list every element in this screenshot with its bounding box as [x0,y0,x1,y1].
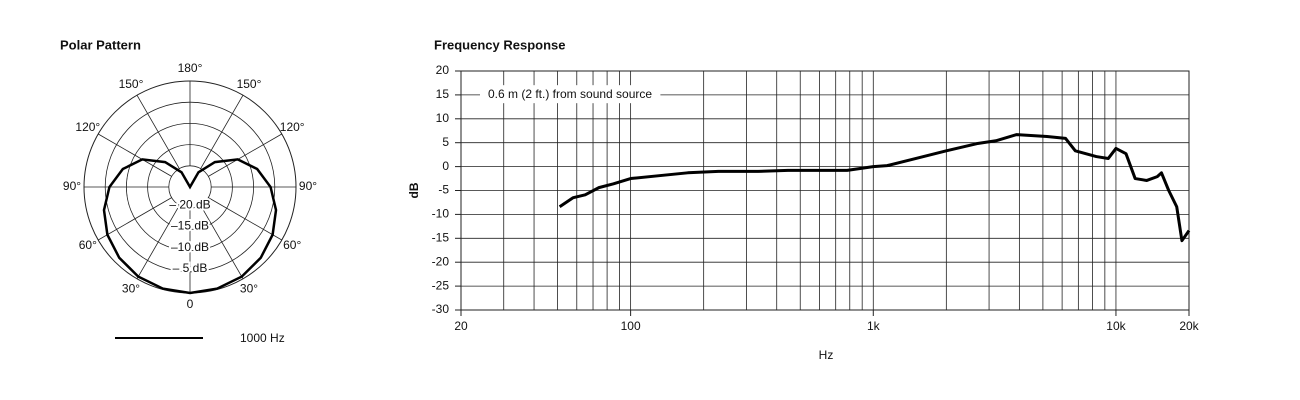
y-tick-label: -30 [432,302,450,316]
angle-label: 150° [119,77,144,91]
grid-spoke [136,205,180,279]
grid-spoke [98,133,172,177]
y-tick-label: -25 [432,278,450,292]
line [558,133,1191,243]
y-tick-label: 0 [442,159,449,173]
chart-title: Frequency Response [434,37,566,52]
angle-label: 150° [237,77,262,91]
r-tick-label: –10 dB [171,240,209,254]
angle-label: 60° [79,238,97,252]
angle-label: 180° [178,61,203,75]
y-tick-label: -15 [432,230,450,244]
y-tick-label: 5 [442,135,449,149]
angle-label: 120° [75,120,100,134]
plot-frame [460,70,1190,311]
y-tick-label: -20 [432,254,450,268]
annotation-bg [480,85,661,104]
grid-spoke [136,95,180,169]
x-tick-label: 1k [867,319,881,333]
grid-spoke [208,133,282,177]
x-axis-label: Hz [819,348,834,362]
y-tick-label: -5 [438,183,449,197]
grid-spoke [200,205,244,279]
x-tick-label: 100 [621,319,641,333]
x-tick-label: 10k [1106,319,1126,333]
y-tick-label: 10 [436,111,450,125]
grid-spoke [208,197,282,241]
y-tick-label: 20 [436,63,450,77]
annotation: 0.6 m (2 ft.) from sound source [488,87,652,101]
angle-label: 30° [240,281,258,295]
y-axis-label: dB [407,182,421,198]
grid-spoke [200,95,244,169]
x-tick-label: 20k [1179,319,1199,333]
angle-label: 60° [283,238,301,252]
angle-label: 90° [299,179,317,193]
polar-line [102,158,278,295]
legend-label: 1000 Hz [240,331,285,345]
chart-title: Polar Pattern [60,37,141,52]
angle-label: 90° [63,179,81,193]
x-tick-label: 20 [454,319,468,333]
r-tick-label: – 5 dB [173,261,208,275]
angle-label: 120° [280,120,305,134]
r-tick-label: – 20 dB [169,197,210,211]
y-tick-label: 15 [436,87,450,101]
angle-label: 30° [122,281,140,295]
grid-spoke [98,197,172,241]
y-tick-label: -10 [432,207,450,221]
angle-label: 0 [187,297,194,311]
r-tick-label: –15 dB [171,219,209,233]
